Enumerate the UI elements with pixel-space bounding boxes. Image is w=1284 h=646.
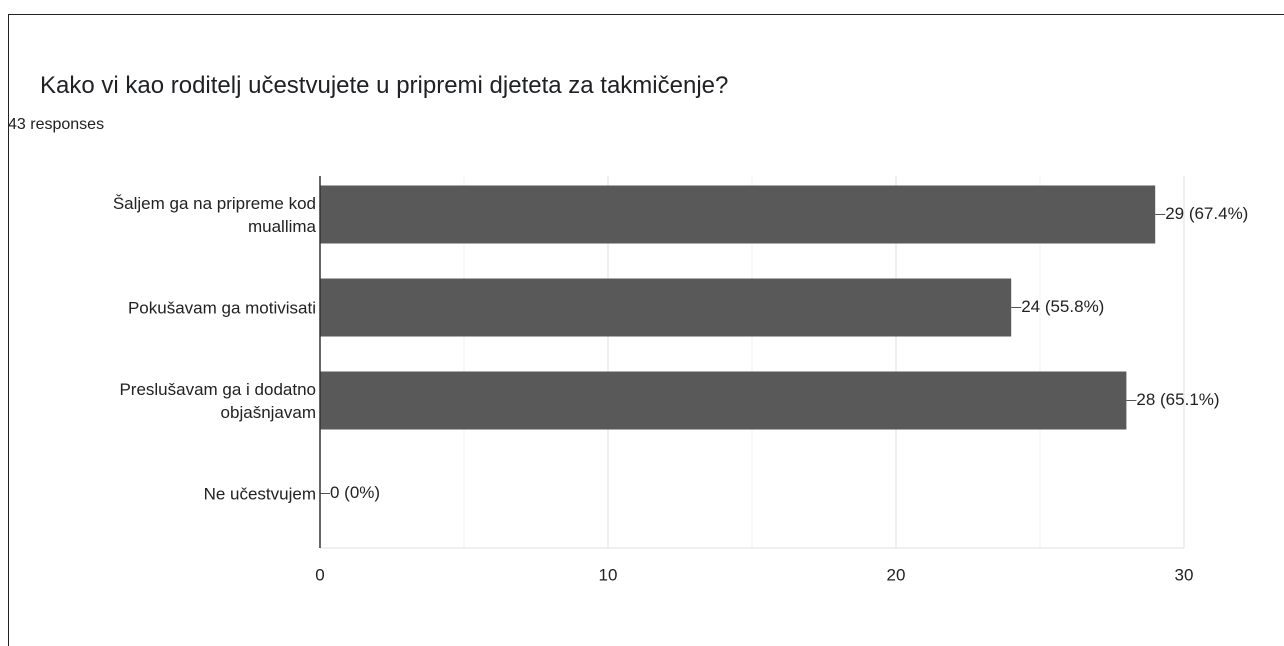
bar <box>320 278 1012 337</box>
x-tick-label: 20 <box>887 565 906 584</box>
bar <box>320 371 1127 430</box>
category-label: Šaljem ga na pripreme kod muallima <box>112 193 316 236</box>
value-label: 0 (0%) <box>330 483 380 502</box>
chart-title: Kako vi kao roditelj učestvujete u pripr… <box>40 72 729 99</box>
category-label: Pokušavam ga motivisati <box>127 298 316 317</box>
x-tick-label: 0 <box>315 565 324 584</box>
card-frame <box>8 14 1284 646</box>
category-label: Ne učestvujem <box>203 484 316 503</box>
category-label: Preslušavam ga i dodatno objašnjavam <box>119 379 316 422</box>
x-tick-label: 30 <box>1175 565 1194 584</box>
bar <box>320 185 1156 244</box>
x-tick-label: 10 <box>599 565 618 584</box>
chart-subtitle: 43 responses <box>8 116 105 133</box>
value-label: 28 (65.1%) <box>1136 390 1219 409</box>
value-label: 24 (55.8%) <box>1021 297 1104 316</box>
value-label: 29 (67.4%) <box>1165 204 1248 223</box>
